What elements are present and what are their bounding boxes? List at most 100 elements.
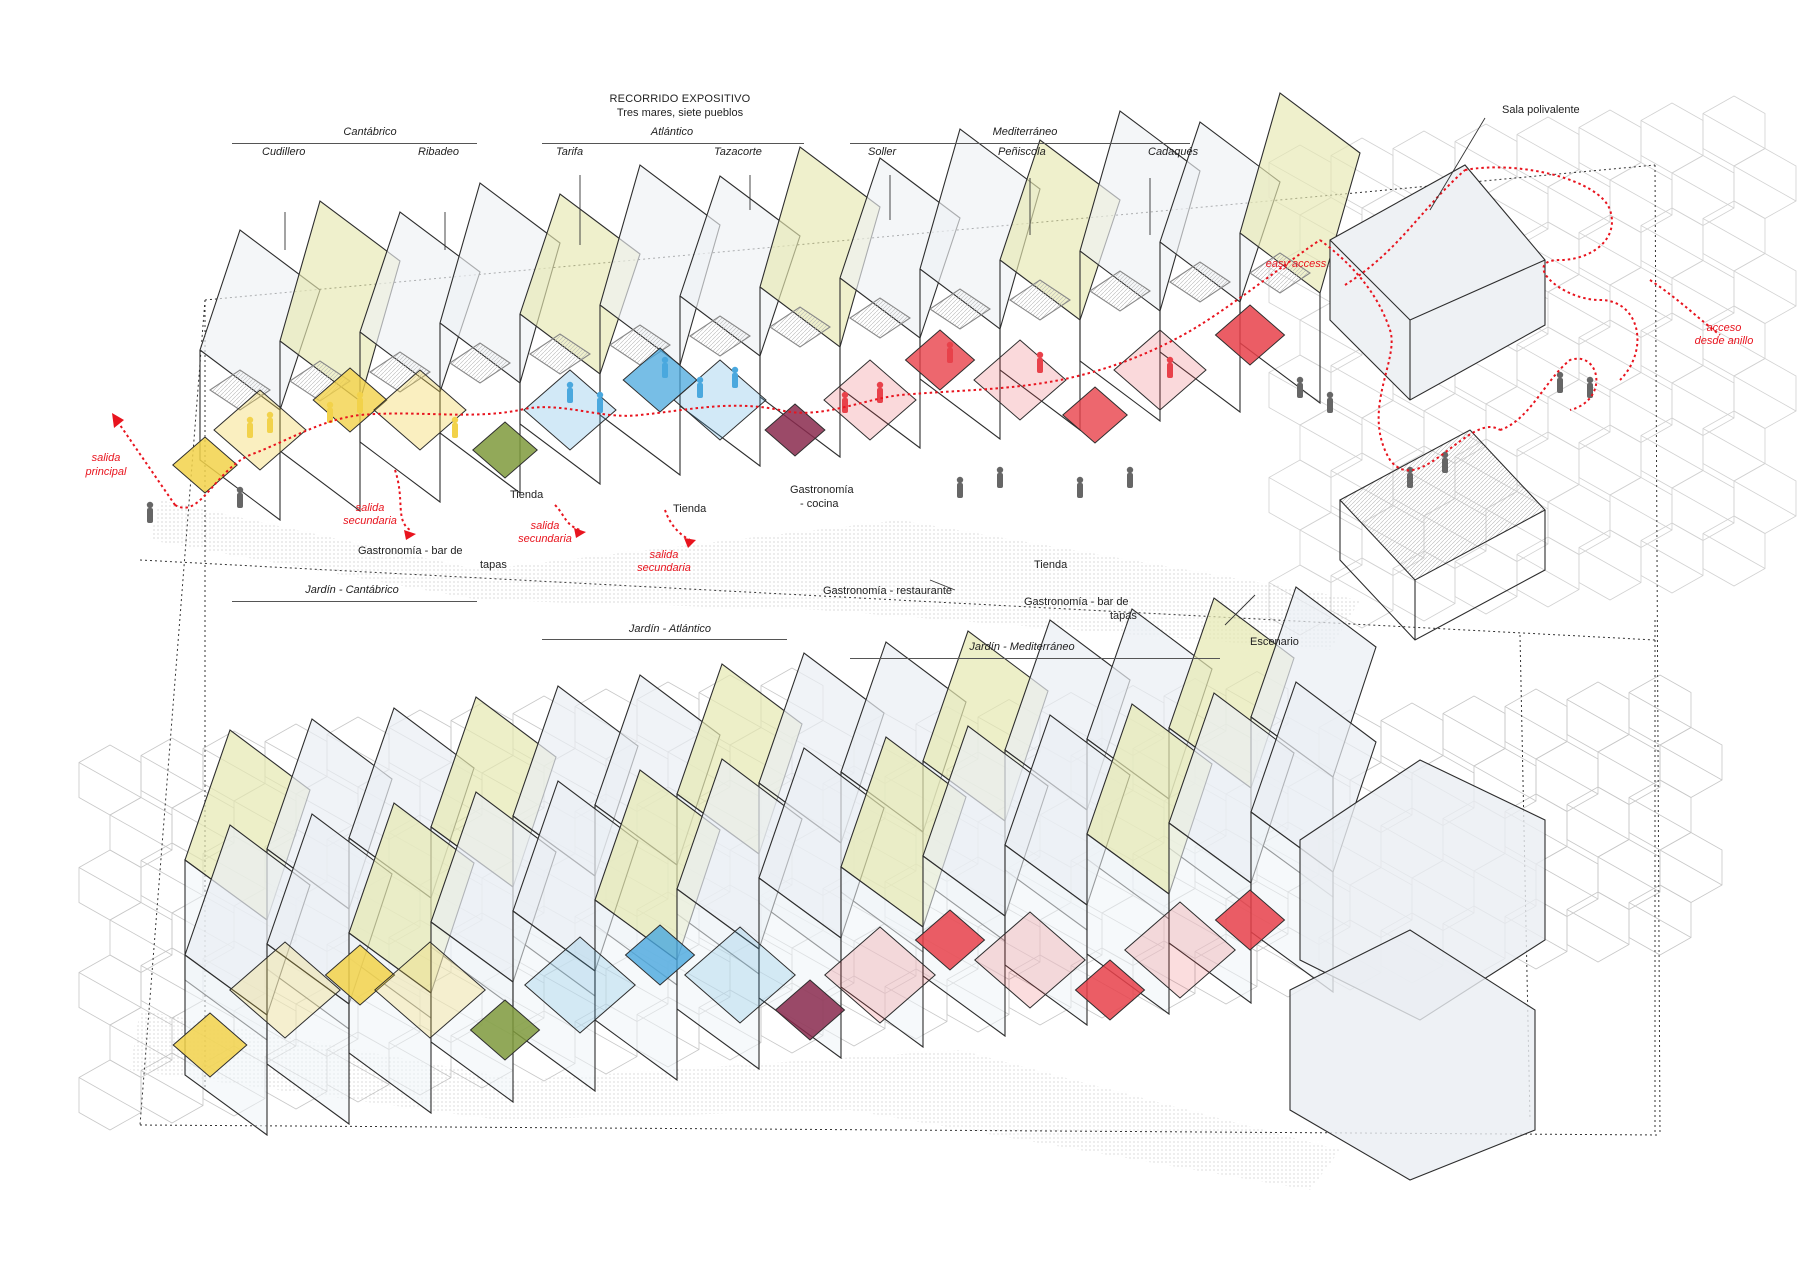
person-body bbox=[662, 363, 668, 378]
route-label-salida-principal-1: salida bbox=[91, 452, 121, 464]
upper-houses-layer bbox=[199, 92, 1361, 522]
wall-edge bbox=[279, 341, 361, 513]
person-head bbox=[146, 501, 154, 509]
garden-label-atlantico: Jardín - Atlántico bbox=[628, 623, 712, 635]
roof-hatch bbox=[529, 333, 591, 375]
wall-edge bbox=[999, 260, 1081, 432]
grid-diagonal bbox=[1659, 849, 1723, 886]
sala-polivalente-volume bbox=[1329, 164, 1546, 641]
floor-tile bbox=[472, 421, 538, 479]
person-body bbox=[147, 508, 153, 523]
person-head bbox=[266, 411, 274, 419]
grid-diagonal bbox=[1640, 435, 1704, 471]
lower-escenario-volume bbox=[1289, 929, 1536, 1181]
grid-diagonal bbox=[1299, 424, 1363, 461]
person-body bbox=[997, 473, 1003, 488]
person-body bbox=[1327, 398, 1333, 413]
lower-wall bbox=[840, 865, 924, 1049]
floor-tile bbox=[1214, 889, 1286, 951]
floor-tile bbox=[764, 403, 826, 457]
floor-tile bbox=[1124, 901, 1236, 999]
person-head bbox=[1126, 466, 1134, 474]
sea-rule-cantabrico bbox=[232, 143, 477, 144]
person-head bbox=[356, 391, 364, 399]
person-body bbox=[697, 383, 703, 398]
person-head bbox=[1556, 371, 1564, 379]
grid-diagonal bbox=[140, 755, 204, 791]
person-head bbox=[326, 401, 334, 409]
grid-diagonal bbox=[1578, 337, 1642, 373]
lower-floor-tiles bbox=[172, 889, 1286, 1078]
person-head bbox=[1406, 466, 1414, 474]
grid-diagonal bbox=[1609, 494, 1673, 531]
grid-diagonal bbox=[1609, 389, 1673, 426]
roof-hatch bbox=[1169, 261, 1231, 303]
grid-diagonal bbox=[1442, 713, 1506, 749]
floor-tile bbox=[1113, 329, 1207, 411]
person-head bbox=[1036, 351, 1044, 359]
person-body bbox=[957, 483, 963, 498]
person-body bbox=[732, 373, 738, 388]
town-ribadeo: Ribadeo bbox=[418, 146, 459, 158]
label-gastro-restaurante: Gastronomía - restaurante bbox=[823, 585, 953, 597]
wall-edge bbox=[519, 314, 601, 486]
grid-diagonal bbox=[1547, 186, 1611, 223]
grid-diagonal bbox=[1702, 533, 1766, 569]
floor-tile bbox=[229, 941, 341, 1039]
roof-hatch bbox=[1089, 270, 1151, 312]
grid-diagonal bbox=[78, 972, 142, 1008]
lower-wall bbox=[430, 920, 514, 1104]
town-soller: Soller bbox=[868, 146, 897, 158]
roof-hatch bbox=[769, 306, 831, 348]
floor-tile bbox=[1074, 959, 1146, 1021]
person-head bbox=[661, 356, 669, 364]
grid-diagonal bbox=[1535, 863, 1599, 900]
person-head bbox=[1296, 376, 1304, 384]
grid-diagonal bbox=[1516, 449, 1580, 485]
grid-diagonal bbox=[1454, 141, 1518, 177]
grid-diagonal bbox=[1547, 396, 1611, 433]
lower-wall bbox=[512, 909, 596, 1093]
grid-diagonal bbox=[1671, 172, 1735, 209]
floor-tile bbox=[373, 369, 467, 451]
route-label-acceso-1: acceso bbox=[1706, 322, 1742, 334]
grid-diagonal bbox=[1628, 902, 1692, 938]
floor-tile bbox=[622, 347, 698, 413]
person-head bbox=[876, 381, 884, 389]
floor-tile bbox=[172, 436, 238, 494]
floor-tile bbox=[914, 909, 986, 971]
person-body bbox=[1037, 358, 1043, 373]
label-gastro-bar-2a: Gastronomía - bar de bbox=[1024, 596, 1129, 608]
person-body bbox=[567, 388, 573, 403]
person-head bbox=[696, 376, 704, 384]
garden-rule-atlantico bbox=[542, 639, 787, 640]
route-label-salida-sec-b-1: salida bbox=[530, 520, 560, 532]
label-escenario: Escenario bbox=[1250, 636, 1299, 648]
roof-hatch bbox=[369, 351, 431, 393]
person-body bbox=[877, 388, 883, 403]
label-gastro-bar-1b: tapas bbox=[480, 559, 507, 571]
grid-diagonal bbox=[1597, 856, 1661, 893]
grid-diagonal bbox=[1628, 797, 1692, 833]
floor-tile bbox=[684, 926, 796, 1024]
wall-edge bbox=[919, 269, 1001, 441]
roof-hatch bbox=[929, 288, 991, 330]
wall-edge bbox=[1079, 251, 1161, 423]
floor-tile bbox=[824, 926, 936, 1024]
grid-diagonal bbox=[1609, 179, 1673, 216]
person-body bbox=[842, 398, 848, 413]
person-head bbox=[1441, 451, 1449, 459]
person-head bbox=[1326, 391, 1334, 399]
visitor-route bbox=[119, 166, 1721, 541]
person-body bbox=[1297, 383, 1303, 398]
person-head bbox=[236, 486, 244, 494]
grid-diagonal bbox=[1535, 758, 1599, 795]
person-head bbox=[731, 366, 739, 374]
wall-edge bbox=[679, 296, 761, 468]
person-head bbox=[1076, 476, 1084, 484]
route-arrowheads bbox=[112, 413, 696, 548]
floor-tile bbox=[624, 924, 696, 986]
label-gastro-bar-2b: tapas bbox=[1110, 610, 1137, 622]
person-head bbox=[1166, 356, 1174, 364]
